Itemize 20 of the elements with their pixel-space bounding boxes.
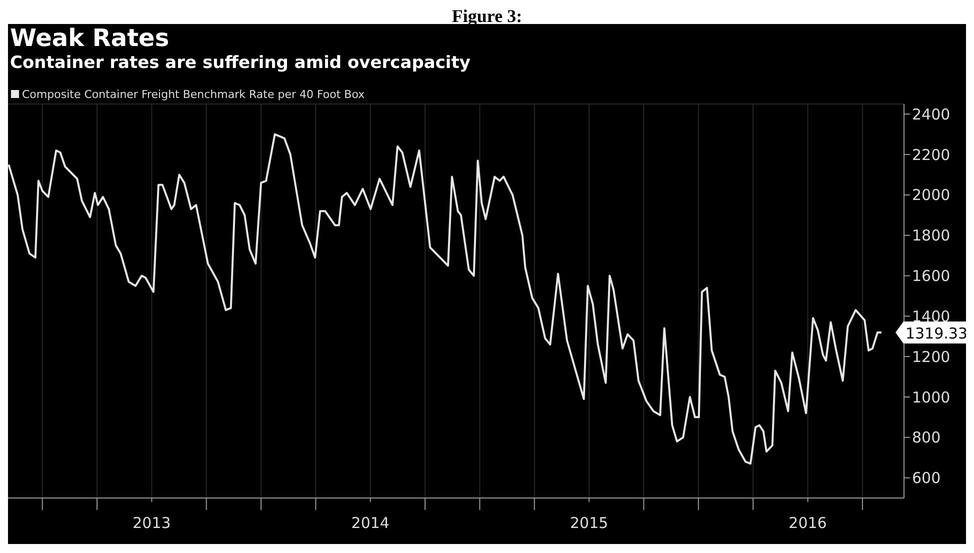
y-tick-label: 600 <box>912 469 941 488</box>
line-series <box>8 133 882 465</box>
y-tick-label: 800 <box>912 428 941 447</box>
chart-subtitle: Container rates are suffering amid overcapacity <box>9 52 472 74</box>
chart-title: Weak Rates <box>10 24 170 52</box>
y-tick-label: 2200 <box>912 146 950 164</box>
data-label: 1319.33 <box>905 324 968 342</box>
y-tick-label: 1200 <box>912 348 950 366</box>
y-tick-label: 1000 <box>912 388 950 406</box>
y-tick-label: 2400 <box>912 105 950 124</box>
x-tick-label: 2015 <box>570 514 608 532</box>
y-tick-label: 1800 <box>912 226 950 245</box>
x-tick-label: 2014 <box>351 514 390 532</box>
y-tick-label: 1600 <box>912 267 950 286</box>
legend-label: Composite Container Freight Benchmark Rate per 40 Foot Box <box>22 88 365 100</box>
caption: Figure 3: <box>8 6 966 26</box>
x-tick-label: 2013 <box>132 514 171 532</box>
y-tick-label: 1400 <box>912 307 950 326</box>
y-tick-label: 2000 <box>912 186 950 204</box>
x-tick-label: 2016 <box>788 514 827 532</box>
